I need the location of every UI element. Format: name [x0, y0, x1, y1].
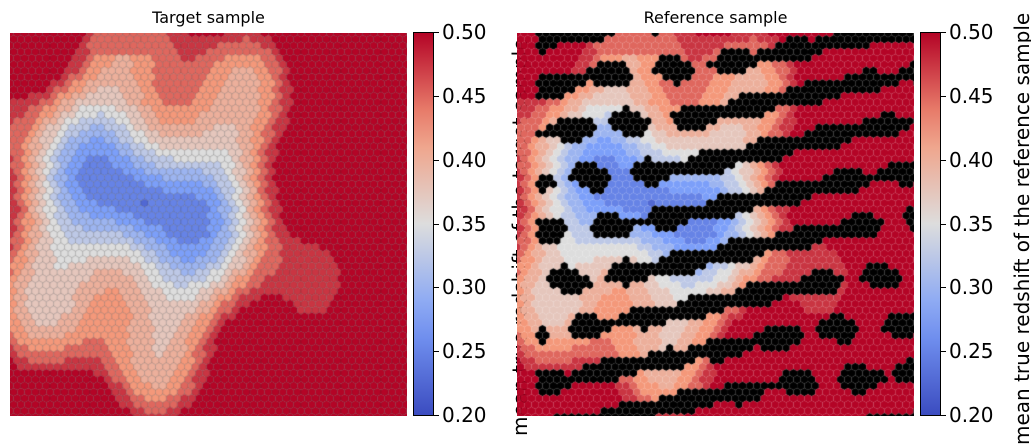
colorbar-tick-label: 0.50: [442, 20, 487, 44]
colorbar-tick-label: 0.20: [442, 403, 487, 427]
colorbar-tick-label: 0.30: [442, 275, 487, 300]
target-panel-title: Target sample: [152, 8, 265, 27]
colorbar-tick-label: 0.30: [949, 275, 994, 300]
colorbar-tick-mark: [941, 287, 946, 289]
colorbar-tick-mark: [941, 415, 946, 416]
colorbar-tick-mark: [434, 95, 439, 97]
colorbar-tick-mark: [941, 159, 946, 161]
target-som-heatmap: [10, 33, 407, 416]
colorbar-tick-label: 0.45: [949, 83, 994, 108]
colorbar-tick-label: 0.45: [442, 83, 487, 108]
colorbar-tick-label: 0.50: [949, 20, 994, 44]
colorbar-tick-label: 0.25: [442, 339, 487, 364]
colorbar-tick-mark: [434, 32, 439, 33]
target-som-map: [10, 33, 407, 416]
colorbar-tick-label: 0.35: [949, 211, 994, 236]
colorbar-tick-label: 0.40: [949, 147, 994, 172]
colorbar-tick-mark: [941, 32, 946, 33]
colorbar-tick-mark: [434, 351, 439, 353]
reference-panel-title: Reference sample: [643, 8, 788, 27]
colorbar-tick-mark: [434, 159, 439, 161]
reference-colorbar-label: mean true redshift of the reference samp…: [1010, 12, 1031, 445]
colorbar-tick-mark: [434, 287, 439, 289]
colorbar-tick-label: 0.20: [949, 403, 994, 427]
reference-colorbar: [920, 32, 941, 416]
colorbar-tick-mark: [941, 223, 946, 225]
colorbar-tick-mark: [941, 95, 946, 97]
target-colorbar: [413, 32, 434, 416]
reference-som-heatmap: [517, 33, 914, 416]
colorbar-tick-mark: [434, 223, 439, 225]
colorbar-tick-mark: [941, 351, 946, 353]
colorbar-tick-label: 0.25: [949, 339, 994, 364]
colorbar-tick-label: 0.35: [442, 211, 487, 236]
colorbar-tick-mark: [434, 415, 439, 416]
colorbar-tick-label: 0.40: [442, 147, 487, 172]
reference-som-map: [517, 33, 914, 416]
